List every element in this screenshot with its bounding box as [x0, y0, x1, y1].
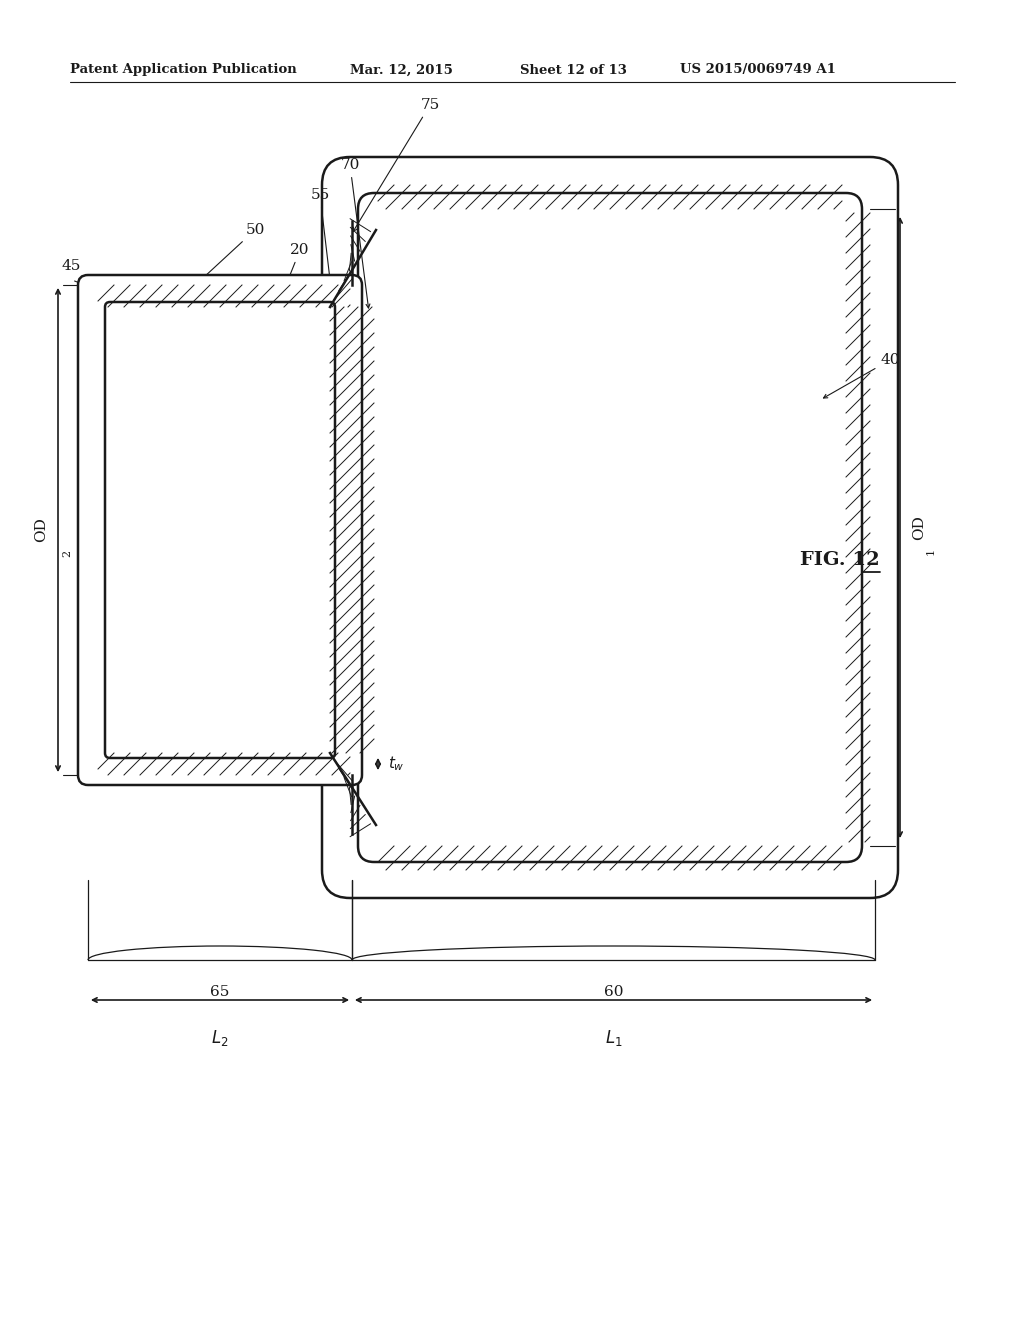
Text: OD: OD: [34, 517, 48, 543]
Text: 20: 20: [221, 243, 309, 446]
Text: 55: 55: [310, 187, 336, 318]
Text: OD: OD: [912, 515, 926, 540]
Text: 1: 1: [926, 548, 936, 554]
FancyBboxPatch shape: [78, 275, 362, 785]
Text: 2: 2: [62, 550, 72, 557]
Text: Patent Application Publication: Patent Application Publication: [70, 63, 297, 77]
Text: 70: 70: [340, 158, 370, 308]
Text: 65: 65: [210, 985, 229, 999]
Text: $t_w$: $t_w$: [388, 755, 404, 774]
Text: Sheet 12 of 13: Sheet 12 of 13: [520, 63, 627, 77]
Text: 45: 45: [62, 259, 81, 273]
FancyBboxPatch shape: [358, 193, 862, 862]
Text: 50: 50: [193, 223, 264, 288]
Text: $L_2$: $L_2$: [211, 1028, 228, 1048]
FancyBboxPatch shape: [322, 157, 898, 898]
Text: US 2015/0069749 A1: US 2015/0069749 A1: [680, 63, 836, 77]
FancyBboxPatch shape: [105, 302, 335, 758]
Text: 75: 75: [353, 98, 439, 231]
Text: 40: 40: [823, 352, 900, 399]
Text: FIG. 12: FIG. 12: [800, 550, 880, 569]
Text: Mar. 12, 2015: Mar. 12, 2015: [350, 63, 453, 77]
Text: $L_1$: $L_1$: [605, 1028, 623, 1048]
Text: 60: 60: [604, 985, 624, 999]
